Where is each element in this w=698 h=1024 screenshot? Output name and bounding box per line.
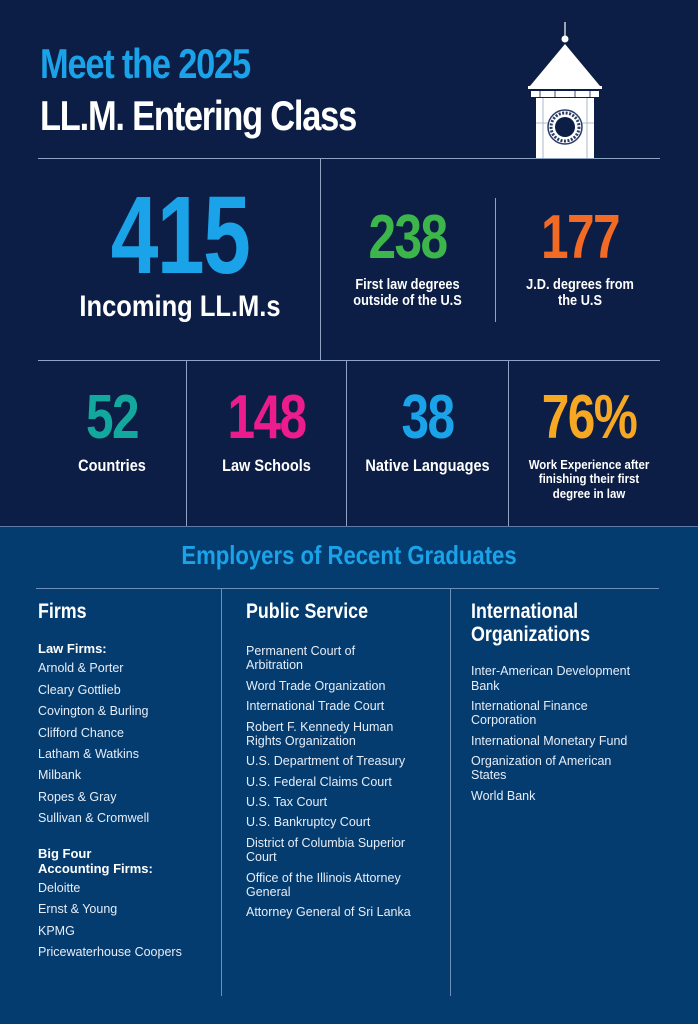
list-item: International Finance Corporation xyxy=(471,698,588,728)
firms-heading: Firms xyxy=(38,600,87,623)
divider xyxy=(186,360,187,526)
list-item: Milbank xyxy=(38,768,82,783)
stat-countries-label: Countries xyxy=(78,457,146,475)
list-item: Ropes & Gray xyxy=(38,789,117,804)
divider xyxy=(221,588,222,996)
employers-section xyxy=(0,526,698,1024)
list-item: Ernst & Young xyxy=(38,902,118,917)
stat-law-schools-label: Law Schools xyxy=(222,457,311,475)
list-item: U.S. Bankruptcy Court xyxy=(246,815,371,830)
public-service-column: Public Service Permanent Court of Arbitra… xyxy=(246,600,446,920)
divider xyxy=(495,198,496,322)
list-item: Clifford Chance xyxy=(38,725,124,740)
accounting-firms-list: Deloitte Ernst & Young KPMG Pricewaterho… xyxy=(38,881,218,960)
list-item: Latham & Watkins xyxy=(38,746,139,761)
stat-foreign-degrees-label: First law degrees outside of the U.S xyxy=(353,277,462,309)
public-service-list: Permanent Court of Arbitration Word Trade… xyxy=(246,644,446,920)
list-item: Sullivan & Cromwell xyxy=(38,811,150,826)
public-service-heading: Public Service xyxy=(246,600,369,623)
list-item: Pricewaterhouse Coopers xyxy=(38,945,182,960)
stat-work-experience-label: Work Experience after finishing their fi… xyxy=(528,457,650,501)
list-item: International Monetary Fund xyxy=(471,733,628,748)
list-item: Robert F. Kennedy Human Rights Organizati… xyxy=(246,719,394,748)
stat-languages-value: 38 xyxy=(401,383,456,452)
stat-jd-degrees-value: 177 xyxy=(541,203,621,272)
title-line-1: Meet the 2025 xyxy=(40,40,251,87)
employers-title: Employers of Recent Graduates xyxy=(181,540,517,570)
international-heading: International Organizations xyxy=(471,600,591,647)
list-item: Permanent Court of Arbitration xyxy=(246,644,356,673)
list-item: Covington & Burling xyxy=(38,704,149,719)
stat-jd-degrees-label: J.D. degrees from the U.S xyxy=(526,277,634,309)
list-item: Organization of American States xyxy=(471,754,612,783)
divider xyxy=(38,360,660,361)
divider xyxy=(346,360,347,526)
title-line-2: LL.M. Entering Class xyxy=(40,92,357,139)
divider xyxy=(38,158,660,159)
international-list: Inter-American Development Bank Internati… xyxy=(471,664,671,803)
stat-languages-label: Native Languages xyxy=(365,457,490,475)
list-item: Inter-American Development Bank xyxy=(471,664,631,693)
law-firms-list: Arnold & Porter Cleary Gottlieb Covingto… xyxy=(38,661,218,825)
clock-tower-icon xyxy=(528,22,602,158)
divider xyxy=(508,360,509,526)
list-item: International Trade Court xyxy=(246,699,385,714)
firms-column: Firms Law Firms: Arnold & Porter Cleary … xyxy=(38,600,218,959)
list-item: Arnold & Porter xyxy=(38,661,124,676)
stat-law-schools-value: 148 xyxy=(227,383,308,452)
list-item: Attorney General of Sri Lanka xyxy=(246,905,411,920)
stat-countries-value: 52 xyxy=(86,383,140,452)
list-item: Cleary Gottlieb xyxy=(38,682,121,697)
divider xyxy=(36,588,659,589)
international-column: International Organizations Inter-Americ… xyxy=(471,600,671,803)
list-item: World Bank xyxy=(471,788,536,803)
list-item: KPMG xyxy=(38,923,75,938)
law-firms-label: Law Firms: xyxy=(38,641,107,657)
list-item: Word Trade Organization xyxy=(246,678,386,693)
divider xyxy=(450,588,451,996)
list-item: U.S. Federal Claims Court xyxy=(246,774,392,789)
divider xyxy=(0,526,698,527)
list-item: U.S. Department of Treasury xyxy=(246,754,406,769)
divider xyxy=(320,158,321,360)
stat-foreign-degrees-value: 238 xyxy=(368,203,449,272)
list-item: District of Columbia Superior Court xyxy=(246,835,406,865)
list-item: Deloitte xyxy=(38,880,81,895)
stat-incoming-value: 415 xyxy=(110,174,251,297)
stat-work-experience-value: 76% xyxy=(541,383,638,452)
accounting-firms-label: Big Four Accounting Firms: xyxy=(38,846,153,876)
list-item: Office of the Illinois Attorney General xyxy=(246,870,401,899)
list-item: U.S. Tax Court xyxy=(246,795,328,810)
stat-incoming-label: Incoming LL.M.s xyxy=(79,290,281,323)
